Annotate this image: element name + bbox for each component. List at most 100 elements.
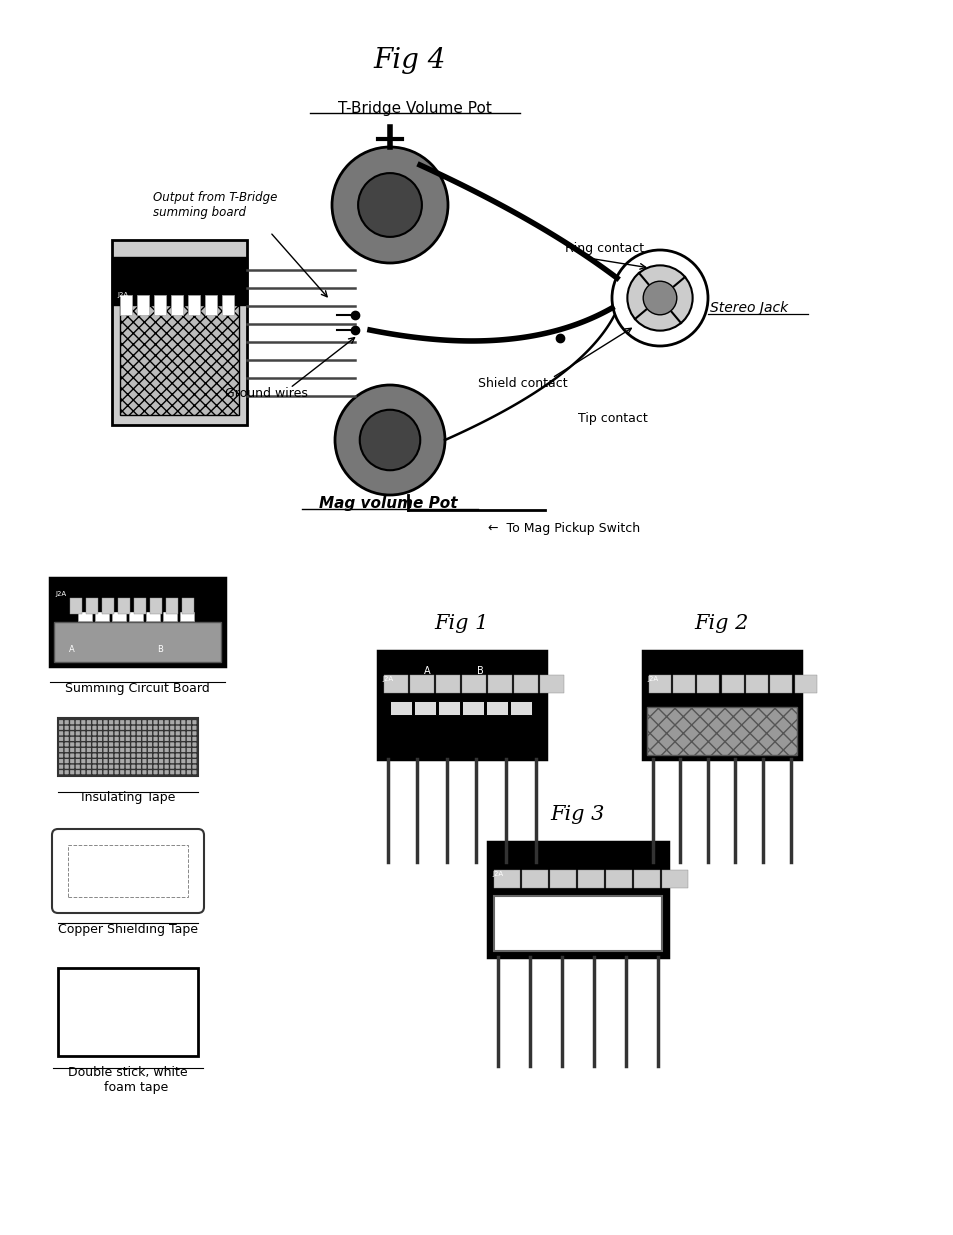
Bar [188, 295, 200, 315]
Bar [112, 240, 247, 425]
Text: Stereo Jack: Stereo Jack [709, 301, 787, 315]
Text: ←  To Mag Pickup Switch: ← To Mag Pickup Switch [488, 521, 639, 535]
Bar [112, 257, 247, 305]
Bar [661, 869, 687, 888]
Bar [539, 676, 563, 693]
Text: A: A [69, 645, 74, 655]
Bar [58, 718, 198, 776]
Text: J2A: J2A [492, 871, 502, 877]
Bar [166, 598, 178, 614]
Text: T-Bridge Volume Pot: T-Bridge Volume Pot [337, 100, 492, 116]
Bar [794, 676, 816, 693]
Bar [50, 578, 225, 666]
Bar [494, 897, 661, 951]
Circle shape [359, 410, 420, 471]
Bar [697, 676, 719, 693]
Bar [605, 869, 631, 888]
Bar [437, 701, 459, 715]
Bar [54, 622, 221, 662]
Circle shape [335, 385, 444, 495]
Text: Copper Shielding Tape: Copper Shielding Tape [58, 923, 198, 935]
Bar [494, 869, 519, 888]
Text: Output from T-Bridge
summing board: Output from T-Bridge summing board [152, 191, 277, 219]
Bar [120, 295, 132, 315]
Circle shape [357, 173, 421, 237]
Bar [102, 598, 113, 614]
Bar [163, 603, 177, 621]
Bar [146, 603, 160, 621]
Bar [68, 845, 188, 897]
Circle shape [332, 147, 448, 263]
Bar [133, 598, 146, 614]
Bar [384, 676, 408, 693]
Bar [521, 869, 547, 888]
Bar [137, 295, 149, 315]
Bar [634, 869, 659, 888]
Text: Fig 4: Fig 4 [374, 47, 446, 74]
Bar [485, 701, 507, 715]
Bar [390, 701, 412, 715]
Bar [461, 676, 485, 693]
Bar [129, 603, 143, 621]
Bar [112, 603, 126, 621]
Text: Fig 2: Fig 2 [694, 614, 748, 632]
Text: Fig 3: Fig 3 [550, 805, 604, 825]
Bar [414, 701, 436, 715]
Bar [769, 676, 791, 693]
Text: Ground wires: Ground wires [225, 387, 308, 399]
FancyBboxPatch shape [52, 829, 204, 913]
Circle shape [627, 266, 692, 331]
Bar [78, 603, 91, 621]
Bar [488, 842, 667, 957]
Bar [50, 589, 225, 611]
Text: Summing Circuit Board: Summing Circuit Board [65, 682, 209, 694]
Text: J2A: J2A [646, 676, 658, 682]
Circle shape [612, 249, 707, 346]
Bar [646, 706, 796, 755]
Bar [153, 295, 166, 315]
Text: J2A: J2A [381, 676, 393, 682]
Text: J2A: J2A [117, 291, 128, 298]
Bar [488, 676, 512, 693]
Bar [377, 651, 545, 760]
Bar [58, 968, 198, 1056]
Bar [642, 651, 801, 760]
Bar [171, 295, 183, 315]
Bar [118, 598, 130, 614]
Text: B: B [476, 666, 483, 676]
Bar [488, 868, 667, 890]
Bar [461, 701, 483, 715]
Text: A: A [423, 666, 430, 676]
Text: Fig 1: Fig 1 [435, 614, 489, 632]
Bar [514, 676, 537, 693]
Bar [745, 676, 767, 693]
Bar [222, 295, 233, 315]
Text: Ring contact: Ring contact [564, 242, 643, 254]
Bar [86, 598, 98, 614]
Bar [410, 676, 434, 693]
Bar [120, 295, 239, 415]
Bar [180, 603, 193, 621]
Bar [150, 598, 162, 614]
Bar [70, 598, 82, 614]
Text: Tip contact: Tip contact [578, 411, 647, 425]
Text: J2A: J2A [55, 592, 66, 597]
Bar [510, 701, 532, 715]
Bar [578, 869, 603, 888]
Bar [721, 676, 743, 693]
Bar [642, 673, 801, 695]
Circle shape [642, 282, 676, 315]
Bar [95, 603, 109, 621]
Text: Double stick, white
    foam tape: Double stick, white foam tape [68, 1066, 188, 1094]
Bar [182, 598, 193, 614]
Bar [648, 676, 670, 693]
Text: Mag volume Pot: Mag volume Pot [318, 495, 456, 510]
Bar [377, 673, 545, 695]
Bar [672, 676, 695, 693]
Text: Insulating Tape: Insulating Tape [81, 792, 175, 804]
Bar [205, 295, 216, 315]
Bar [550, 869, 576, 888]
Bar [436, 676, 459, 693]
Text: B: B [157, 645, 163, 655]
Text: Shield contact: Shield contact [477, 377, 567, 389]
